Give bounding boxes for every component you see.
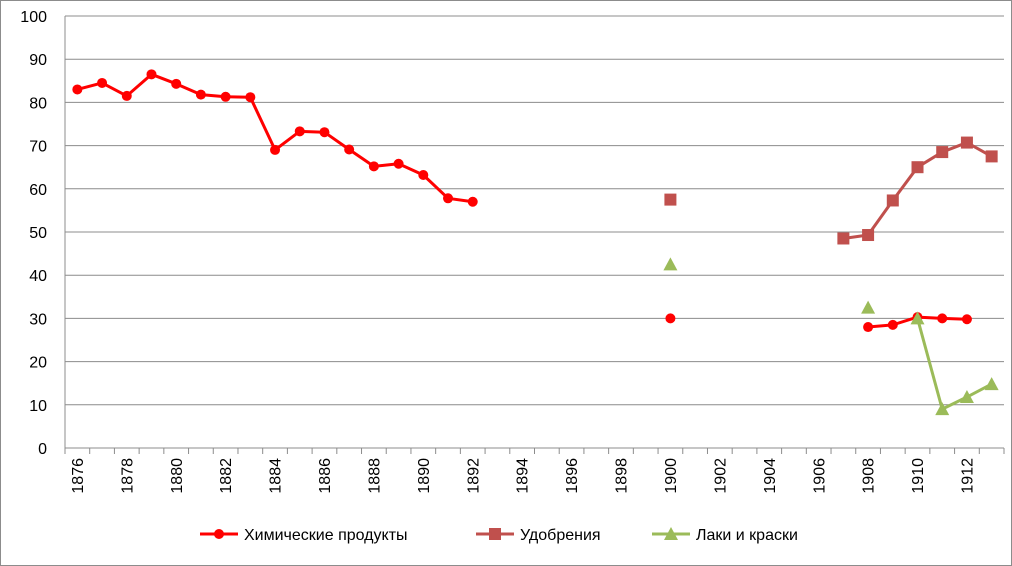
x-tick-label: 1908 xyxy=(861,458,878,494)
data-point xyxy=(911,161,924,174)
data-point xyxy=(121,90,132,101)
data-point xyxy=(270,144,281,155)
x-tick-label: 1896 xyxy=(564,458,581,494)
y-tick-label: 40 xyxy=(29,268,47,285)
x-tick-label: 1902 xyxy=(712,458,729,494)
data-point xyxy=(935,402,950,416)
data-point xyxy=(985,150,998,163)
data-point xyxy=(863,322,874,333)
data-point xyxy=(664,193,677,206)
legend-label: Удобрения xyxy=(520,527,601,544)
y-tick-label: 60 xyxy=(29,182,47,199)
series-line xyxy=(843,141,993,240)
data-point xyxy=(97,77,108,88)
data-point xyxy=(195,89,206,100)
y-tick-label: 100 xyxy=(20,9,47,26)
legend-label: Лаки и краски xyxy=(696,527,798,544)
legend-item: Химические продукты xyxy=(200,527,408,544)
y-tick-label: 50 xyxy=(29,225,47,242)
x-tick-label: 1880 xyxy=(169,458,186,494)
legend-label: Химические продукты xyxy=(244,527,408,544)
data-point xyxy=(319,127,330,138)
data-point xyxy=(861,300,876,314)
data-point xyxy=(862,229,875,242)
x-tick-label: 1898 xyxy=(614,458,631,494)
x-tick-label: 1906 xyxy=(811,458,828,494)
series-2 xyxy=(664,136,998,245)
data-series xyxy=(72,69,999,416)
y-tick-label: 30 xyxy=(29,311,47,328)
axes xyxy=(64,16,1005,454)
data-point xyxy=(961,314,972,325)
data-point xyxy=(937,313,948,324)
x-tick-label: 1912 xyxy=(960,458,977,494)
y-tick-label: 20 xyxy=(29,355,47,372)
series-3 xyxy=(663,257,999,416)
series-line xyxy=(76,72,473,204)
legend-marker xyxy=(214,529,224,539)
data-point xyxy=(443,193,454,204)
x-tick-label: 1910 xyxy=(910,458,927,494)
data-point xyxy=(910,311,925,325)
data-point xyxy=(171,78,182,89)
data-point xyxy=(72,84,83,95)
y-tick-label: 10 xyxy=(29,398,47,415)
x-tick-label: 1888 xyxy=(366,458,383,494)
data-point xyxy=(984,377,999,391)
data-point xyxy=(418,169,429,180)
data-point xyxy=(837,232,850,245)
x-tick-label: 1900 xyxy=(663,458,680,494)
y-tick-label: 80 xyxy=(29,95,47,112)
legend-item: Удобрения xyxy=(476,527,601,544)
series-1 xyxy=(72,69,972,333)
data-point xyxy=(663,257,678,271)
legend: Химические продукты Удобрения Лаки и краск… xyxy=(200,527,798,544)
x-tick-label: 1886 xyxy=(317,458,334,494)
y-tick-labels: 0 10 20 30 40 50 60 70 80 90 100 xyxy=(20,9,47,458)
data-point xyxy=(245,92,256,103)
data-point xyxy=(936,146,949,159)
data-point xyxy=(665,313,676,324)
y-tick-label: 0 xyxy=(38,441,47,458)
x-tick-label: 1876 xyxy=(70,458,87,494)
y-tick-label: 70 xyxy=(29,139,47,156)
series-line xyxy=(916,318,993,411)
x-tick-label: 1882 xyxy=(218,458,235,494)
data-point xyxy=(960,136,973,149)
data-point xyxy=(294,126,305,137)
legend-marker xyxy=(489,528,501,540)
data-point xyxy=(887,319,898,330)
grid-lines xyxy=(65,15,1004,406)
data-point xyxy=(146,69,157,80)
x-tick-label: 1878 xyxy=(119,458,136,494)
x-tick-label: 1904 xyxy=(762,458,779,494)
x-tick-label: 1894 xyxy=(515,458,532,494)
x-tick-label: 1892 xyxy=(465,458,482,494)
legend-marker xyxy=(664,527,678,540)
data-point xyxy=(344,144,355,155)
y-tick-label: 90 xyxy=(29,52,47,69)
legend-item: Лаки и краски xyxy=(652,527,798,544)
data-point xyxy=(368,161,379,172)
data-point xyxy=(886,194,899,207)
data-point xyxy=(467,196,478,207)
data-point xyxy=(959,390,974,404)
data-point xyxy=(220,91,231,102)
data-point xyxy=(393,158,404,169)
x-tick-label: 1884 xyxy=(268,458,285,494)
x-tick-labels: 1876 1878 1880 1882 1884 1886 1888 1890 1892 1894… xyxy=(70,458,977,494)
x-tick-label: 1890 xyxy=(416,458,433,494)
